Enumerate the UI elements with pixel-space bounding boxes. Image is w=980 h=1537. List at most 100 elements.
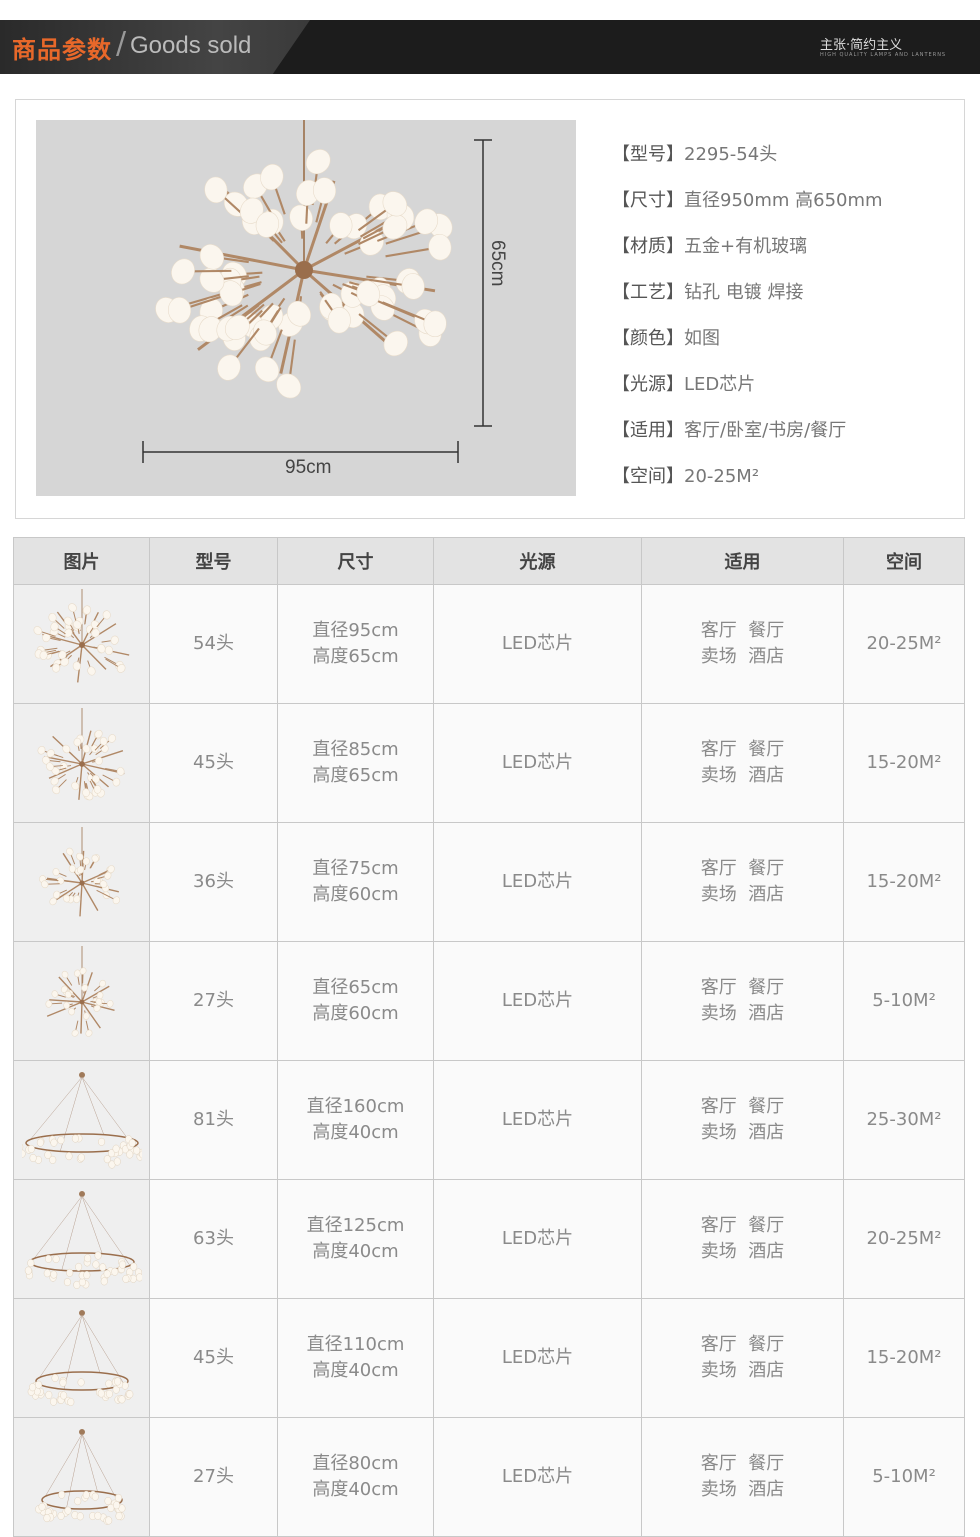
table-row: 36头 直径75cm 高度60cm LED芯片 客厅 餐厅 卖场 酒店 15-20M²: [13, 822, 965, 942]
variant-space: 5-10M²: [843, 941, 965, 1061]
spec-row: 【型号】2295-54头: [612, 140, 883, 186]
title-divider: /: [116, 26, 127, 61]
variant-usage-line: 客厅 餐厅: [700, 620, 785, 641]
variant-size: 直径110cm 高度40cm: [277, 1298, 434, 1418]
spec-row: 【光源】LED芯片: [612, 370, 883, 416]
variant-usage-line: 卖场 酒店: [700, 765, 785, 786]
variant-space-line: 15-20M²: [866, 752, 942, 773]
variant-size-line: 高度65cm: [312, 646, 399, 667]
variant-size: 直径65cm 高度60cm: [277, 941, 434, 1061]
variant-space-line: 20-25M²: [866, 633, 942, 654]
variant-usage-line: 客厅 餐厅: [700, 1453, 785, 1474]
variant-model-line: 63头: [193, 1228, 234, 1249]
spec-row: 【材质】五金+有机玻璃: [612, 232, 883, 278]
variant-size: 直径80cm 高度40cm: [277, 1417, 434, 1537]
variant-size-line: 高度40cm: [312, 1360, 399, 1381]
col-header-usage: 适用: [641, 537, 844, 585]
variant-size-line: 直径75cm: [312, 858, 399, 879]
spec-list: 【型号】2295-54头 【尺寸】直径950mm 高650mm 【材质】五金+有机玻…: [612, 140, 883, 508]
variant-model-line: 54头: [193, 633, 234, 654]
section-title-cn: 商品参数: [12, 36, 112, 64]
variant-space: 20-25M²: [843, 584, 965, 704]
variant-size-line: 高度40cm: [312, 1241, 399, 1262]
table-row: 45头 直径85cm 高度65cm LED芯片 客厅 餐厅 卖场 酒店 15-20M²: [13, 703, 965, 823]
variant-light-source: LED芯片: [433, 941, 642, 1061]
variant-size-line: 高度65cm: [312, 765, 399, 786]
variant-space: 25-30M²: [843, 1060, 965, 1180]
variant-space: 20-25M²: [843, 1179, 965, 1299]
table-row: 81头 直径160cm 高度40cm LED芯片 客厅 餐厅卖场 酒店 25-30M²: [13, 1060, 965, 1180]
table-row: 27头 直径65cm 高度60cm LED芯片 客厅 餐厅 卖场 酒店 5-10M²: [13, 941, 965, 1061]
variant-light-source: LED芯片: [433, 1417, 642, 1537]
spec-value: 客厅/卧室/书房/餐厅: [684, 420, 847, 441]
branch-chandelier-thumbnail: [44, 946, 115, 1037]
table-row: 45头 直径110cm 高度40cm LED芯片 客厅 餐厅 卖场 酒店 15-20M²: [13, 1298, 965, 1418]
variant-light-source: LED芯片: [433, 703, 642, 823]
spec-key: 【适用】: [612, 420, 684, 441]
variant-light-source-line: LED芯片: [501, 1228, 574, 1249]
variant-model-line: 36头: [193, 871, 234, 892]
variant-usage: 客厅 餐厅卖场 酒店: [641, 1179, 844, 1299]
variant-model-line: 45头: [193, 752, 234, 773]
variant-light-source: LED芯片: [433, 1298, 642, 1418]
variant-model: 45头: [149, 703, 278, 823]
variant-space-line: 25-30M²: [866, 1109, 942, 1130]
variant-space-line: 5-10M²: [872, 1466, 936, 1487]
variant-model-line: 45头: [193, 1347, 234, 1368]
chandelier-illustration: 65cm 95cm: [142, 120, 508, 478]
variant-size-line: 高度40cm: [312, 1479, 399, 1500]
variant-size-line: 直径160cm: [306, 1096, 405, 1117]
variant-model: 63头: [149, 1179, 278, 1299]
variant-usage-line: 客厅 餐厅: [700, 1215, 785, 1236]
variant-usage-line: 客厅 餐厅: [700, 1096, 785, 1117]
variant-space-line: 5-10M²: [872, 990, 936, 1011]
variant-usage-line: 卖场 酒店: [700, 1360, 785, 1381]
table-header-row: 图片 型号 尺寸 光源 适用 空间: [13, 537, 965, 585]
variant-light-source-line: LED芯片: [501, 1109, 574, 1130]
variant-model: 45头: [149, 1298, 278, 1418]
width-dimension-label: 95cm: [285, 457, 331, 478]
variant-usage: 客厅 餐厅 卖场 酒店: [641, 1417, 844, 1537]
spec-key: 【材质】: [612, 236, 684, 257]
variant-size: 直径160cm 高度40cm: [277, 1060, 434, 1180]
variant-usage-line: 卖场 酒店: [700, 1122, 785, 1143]
variant-light-source-line: LED芯片: [501, 871, 574, 892]
variant-image-cell: [13, 1298, 150, 1418]
table-row: 63头 直径125cm 高度40cm LED芯片 客厅 餐厅 卖场 酒店 20-25M²: [13, 1179, 965, 1299]
variant-image-cell: [13, 584, 150, 704]
variant-usage-line: 客厅 餐厅: [700, 739, 785, 760]
spec-value: 五金+有机玻璃: [684, 236, 808, 257]
table-row: 27头 直径80cm 高度40cm LED芯片 客厅 餐厅 卖场 酒店 5-10M²: [13, 1417, 965, 1537]
variant-usage-line: 客厅 餐厅: [700, 977, 785, 998]
spec-row: 【空间】20-25M²: [612, 462, 883, 508]
section-title-en: Goods sold: [130, 32, 252, 59]
variant-model: 27头: [149, 1417, 278, 1537]
col-header-space: 空间: [843, 537, 965, 585]
brand-tagline: HIGH QUALITY LAMPS AND LANTERNS: [820, 52, 947, 58]
variant-light-source-line: LED芯片: [501, 633, 574, 654]
variant-space-line: 15-20M²: [866, 871, 942, 892]
branch-chandelier-thumbnail: [33, 589, 129, 683]
variant-usage-line: 卖场 酒店: [700, 1241, 785, 1262]
spec-key: 【型号】: [612, 144, 684, 165]
variant-usage: 客厅 餐厅 卖场 酒店: [641, 584, 844, 704]
variant-model: 27头: [149, 941, 278, 1061]
variant-image-cell: [13, 1417, 150, 1537]
variant-size: 直径125cm 高度40cm: [277, 1179, 434, 1299]
product-photo: 65cm 95cm: [36, 120, 576, 496]
spec-row: 【适用】客厅/卧室/书房/餐厅: [612, 416, 883, 462]
spec-key: 【尺寸】: [612, 190, 684, 211]
variant-light-source-line: LED芯片: [501, 1347, 574, 1368]
variant-usage: 客厅 餐厅 卖场 酒店: [641, 822, 844, 942]
variant-model-line: 27头: [193, 990, 234, 1011]
branch-chandelier-thumbnail: [37, 708, 125, 801]
variant-model-line: 81头: [193, 1109, 234, 1130]
header-title-band: [0, 20, 310, 74]
height-dimension-label: 65cm: [487, 240, 508, 286]
variant-space: 15-20M²: [843, 1298, 965, 1418]
variant-model: 54头: [149, 584, 278, 704]
col-header-model: 型号: [149, 537, 278, 585]
variant-size: 直径95cm 高度65cm: [277, 584, 434, 704]
variant-space-line: 15-20M²: [866, 1347, 942, 1368]
variant-model: 81头: [149, 1060, 278, 1180]
